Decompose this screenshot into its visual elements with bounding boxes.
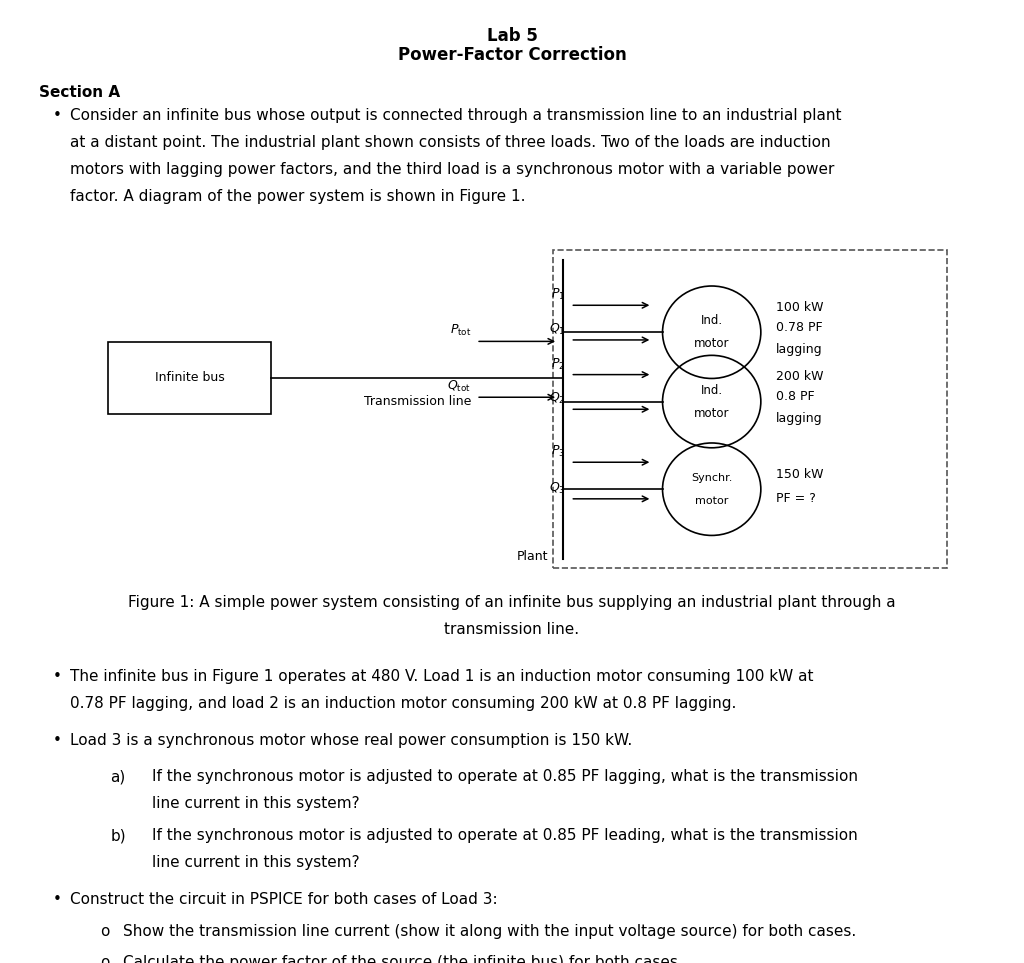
Bar xyxy=(553,250,947,568)
Text: 150 kW: 150 kW xyxy=(776,468,823,482)
Text: $P_1$: $P_1$ xyxy=(551,287,565,302)
Text: If the synchronous motor is adjusted to operate at 0.85 PF leading, what is the : If the synchronous motor is adjusted to … xyxy=(152,828,857,844)
Text: Figure 1: A simple power system consisting of an infinite bus supplying an indus: Figure 1: A simple power system consisti… xyxy=(128,595,896,611)
Text: •: • xyxy=(53,669,62,685)
Text: 200 kW: 200 kW xyxy=(776,370,823,383)
Text: motor: motor xyxy=(694,337,729,351)
Text: Ind.: Ind. xyxy=(700,314,723,327)
Text: Load 3 is a synchronous motor whose real power consumption is 150 kW.: Load 3 is a synchronous motor whose real… xyxy=(70,733,632,748)
Text: line current in this system?: line current in this system? xyxy=(152,796,359,812)
Text: $P_2$: $P_2$ xyxy=(551,356,565,372)
Text: $Q_2$: $Q_2$ xyxy=(549,391,565,406)
Bar xyxy=(108,342,271,414)
Text: line current in this system?: line current in this system? xyxy=(152,855,359,871)
Text: $Q_3$: $Q_3$ xyxy=(549,481,565,496)
Text: $P_\mathrm{tot}$: $P_\mathrm{tot}$ xyxy=(450,324,471,339)
Text: motor: motor xyxy=(694,406,729,420)
Text: The infinite bus in Figure 1 operates at 480 V. Load 1 is an induction motor con: The infinite bus in Figure 1 operates at… xyxy=(70,669,813,685)
Text: Lab 5: Lab 5 xyxy=(486,27,538,45)
Text: Plant: Plant xyxy=(516,551,548,563)
Text: •: • xyxy=(53,108,62,123)
Text: $Q_\mathrm{tot}$: $Q_\mathrm{tot}$ xyxy=(447,379,471,395)
Text: $P_3$: $P_3$ xyxy=(551,444,565,459)
Text: b): b) xyxy=(111,828,126,844)
Text: at a distant point. The industrial plant shown consists of three loads. Two of t: at a distant point. The industrial plant… xyxy=(70,135,830,150)
Text: Show the transmission line current (show it along with the input voltage source): Show the transmission line current (show… xyxy=(123,924,856,939)
Text: Consider an infinite bus whose output is connected through a transmission line t: Consider an infinite bus whose output is… xyxy=(70,108,841,123)
Text: $Q_1$: $Q_1$ xyxy=(549,322,565,337)
Text: transmission line.: transmission line. xyxy=(444,622,580,638)
Text: Calculate the power factor of the source (the infinite bus) for both cases.: Calculate the power factor of the source… xyxy=(123,955,683,963)
Text: If the synchronous motor is adjusted to operate at 0.85 PF lagging, what is the : If the synchronous motor is adjusted to … xyxy=(152,769,857,785)
Text: factor. A diagram of the power system is shown in Figure 1.: factor. A diagram of the power system is… xyxy=(70,189,525,204)
Text: o: o xyxy=(100,955,110,963)
Text: Power-Factor Correction: Power-Factor Correction xyxy=(397,46,627,65)
Text: •: • xyxy=(53,892,62,907)
Text: lagging: lagging xyxy=(776,343,823,356)
Text: 100 kW: 100 kW xyxy=(776,300,823,314)
Text: lagging: lagging xyxy=(776,412,823,426)
Text: Construct the circuit in PSPICE for both cases of Load 3:: Construct the circuit in PSPICE for both… xyxy=(70,892,498,907)
Text: 0.8 PF: 0.8 PF xyxy=(776,390,815,403)
Text: motors with lagging power factors, and the third load is a synchronous motor wit: motors with lagging power factors, and t… xyxy=(70,162,834,177)
Text: PF = ?: PF = ? xyxy=(776,492,816,506)
Text: •: • xyxy=(53,733,62,748)
Text: 0.78 PF: 0.78 PF xyxy=(776,321,823,334)
Text: Ind.: Ind. xyxy=(700,383,723,397)
Text: o: o xyxy=(100,924,110,939)
Text: Section A: Section A xyxy=(39,85,120,100)
Text: Synchr.: Synchr. xyxy=(691,473,732,482)
Text: Infinite bus: Infinite bus xyxy=(155,372,224,384)
Text: 0.78 PF lagging, and load 2 is an induction motor consuming 200 kW at 0.8 PF lag: 0.78 PF lagging, and load 2 is an induct… xyxy=(70,696,736,712)
Text: Transmission line: Transmission line xyxy=(364,396,471,408)
Text: motor: motor xyxy=(695,496,728,506)
Text: a): a) xyxy=(111,769,126,785)
